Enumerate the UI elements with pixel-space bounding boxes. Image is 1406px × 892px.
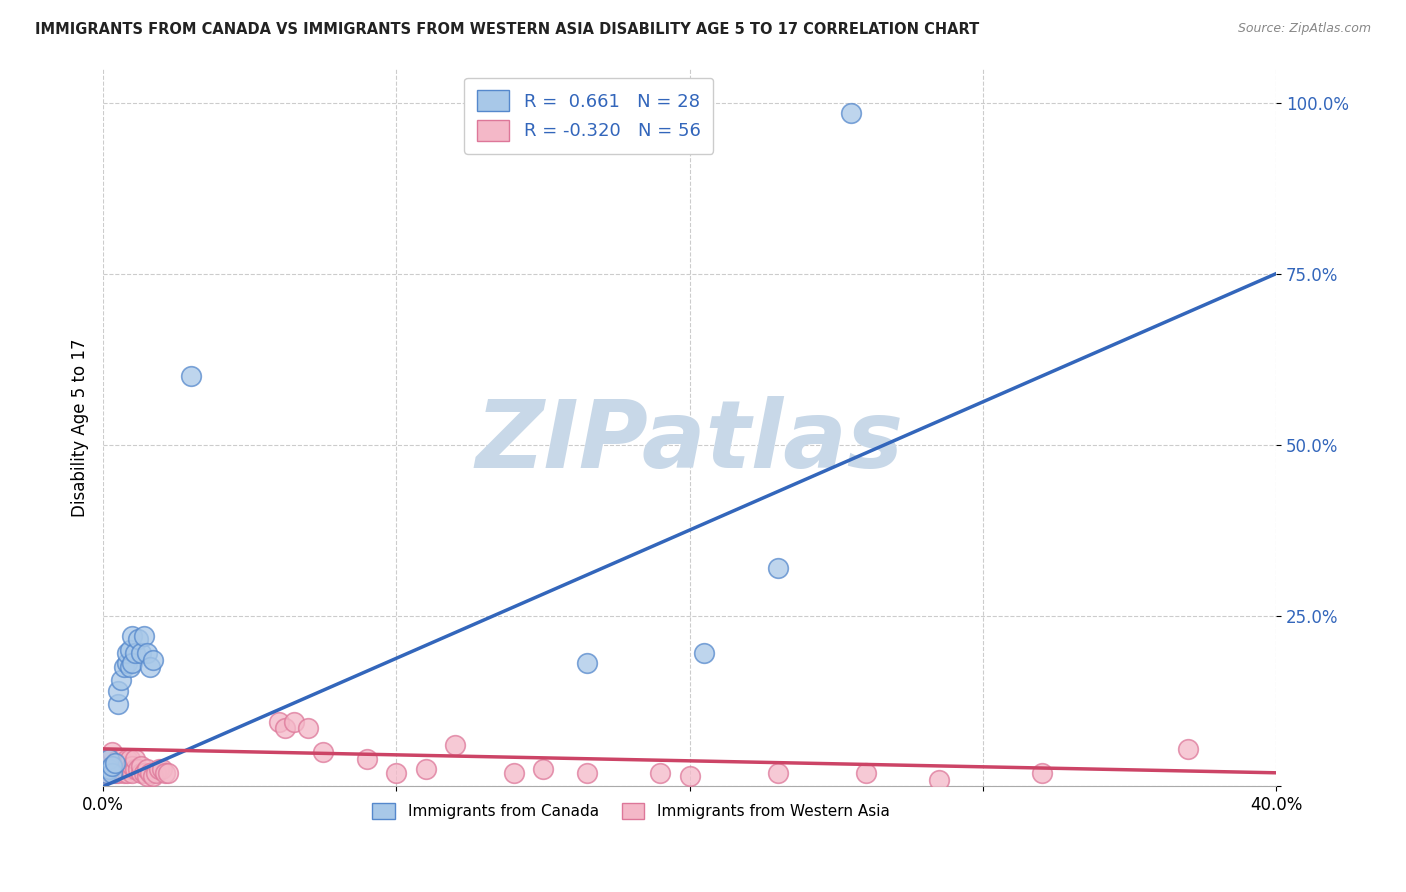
Point	[98, 752, 121, 766]
Point	[121, 759, 143, 773]
Point	[142, 653, 165, 667]
Point	[107, 752, 129, 766]
Point	[139, 765, 162, 780]
Point	[121, 629, 143, 643]
Point	[107, 765, 129, 780]
Point	[153, 765, 176, 780]
Point	[115, 752, 138, 766]
Point	[107, 683, 129, 698]
Point	[107, 698, 129, 712]
Y-axis label: Disability Age 5 to 17: Disability Age 5 to 17	[72, 338, 89, 516]
Point	[118, 763, 141, 777]
Point	[136, 763, 159, 777]
Point	[148, 763, 170, 777]
Text: Source: ZipAtlas.com: Source: ZipAtlas.com	[1237, 22, 1371, 36]
Point	[180, 369, 202, 384]
Point	[1177, 742, 1199, 756]
Point	[693, 646, 716, 660]
Point	[94, 752, 117, 766]
Point	[136, 646, 159, 660]
Point	[1031, 765, 1053, 780]
Point	[98, 752, 121, 766]
Point	[110, 752, 132, 766]
Point	[98, 763, 121, 777]
Point	[112, 759, 135, 773]
Point	[124, 752, 146, 766]
Point	[766, 765, 789, 780]
Point	[142, 769, 165, 783]
Point	[101, 759, 124, 773]
Point	[531, 763, 554, 777]
Point	[156, 765, 179, 780]
Point	[101, 765, 124, 780]
Point	[415, 763, 437, 777]
Point	[118, 642, 141, 657]
Point	[766, 560, 789, 574]
Point	[136, 769, 159, 783]
Point	[274, 722, 297, 736]
Point	[297, 722, 319, 736]
Point	[104, 759, 127, 773]
Point	[129, 646, 152, 660]
Legend: Immigrants from Canada, Immigrants from Western Asia: Immigrants from Canada, Immigrants from …	[366, 797, 896, 825]
Point	[110, 673, 132, 688]
Point	[112, 765, 135, 780]
Point	[115, 765, 138, 780]
Point	[121, 765, 143, 780]
Point	[124, 646, 146, 660]
Point	[855, 765, 877, 780]
Point	[134, 765, 156, 780]
Text: ZIPatlas: ZIPatlas	[475, 396, 904, 488]
Point	[118, 752, 141, 766]
Point	[650, 765, 672, 780]
Point	[110, 763, 132, 777]
Point	[839, 106, 862, 120]
Text: IMMIGRANTS FROM CANADA VS IMMIGRANTS FROM WESTERN ASIA DISABILITY AGE 5 TO 17 CO: IMMIGRANTS FROM CANADA VS IMMIGRANTS FRO…	[35, 22, 980, 37]
Point	[129, 765, 152, 780]
Point	[94, 765, 117, 780]
Point	[94, 765, 117, 780]
Point	[107, 759, 129, 773]
Point	[129, 759, 152, 773]
Point	[104, 765, 127, 780]
Point	[356, 752, 378, 766]
Point	[112, 660, 135, 674]
Point	[502, 765, 524, 780]
Point	[118, 660, 141, 674]
Point	[115, 646, 138, 660]
Point	[385, 765, 408, 780]
Point	[139, 660, 162, 674]
Point	[101, 765, 124, 780]
Point	[98, 763, 121, 777]
Point	[283, 714, 305, 729]
Point	[444, 739, 467, 753]
Point	[575, 765, 598, 780]
Point	[928, 772, 950, 787]
Point	[121, 657, 143, 671]
Point	[124, 763, 146, 777]
Point	[145, 765, 167, 780]
Point	[267, 714, 290, 729]
Point	[101, 759, 124, 773]
Point	[127, 632, 149, 647]
Point	[575, 657, 598, 671]
Point	[150, 763, 173, 777]
Point	[134, 629, 156, 643]
Point	[678, 769, 700, 783]
Point	[101, 745, 124, 759]
Point	[312, 745, 335, 759]
Point	[127, 763, 149, 777]
Point	[104, 756, 127, 770]
Point	[115, 657, 138, 671]
